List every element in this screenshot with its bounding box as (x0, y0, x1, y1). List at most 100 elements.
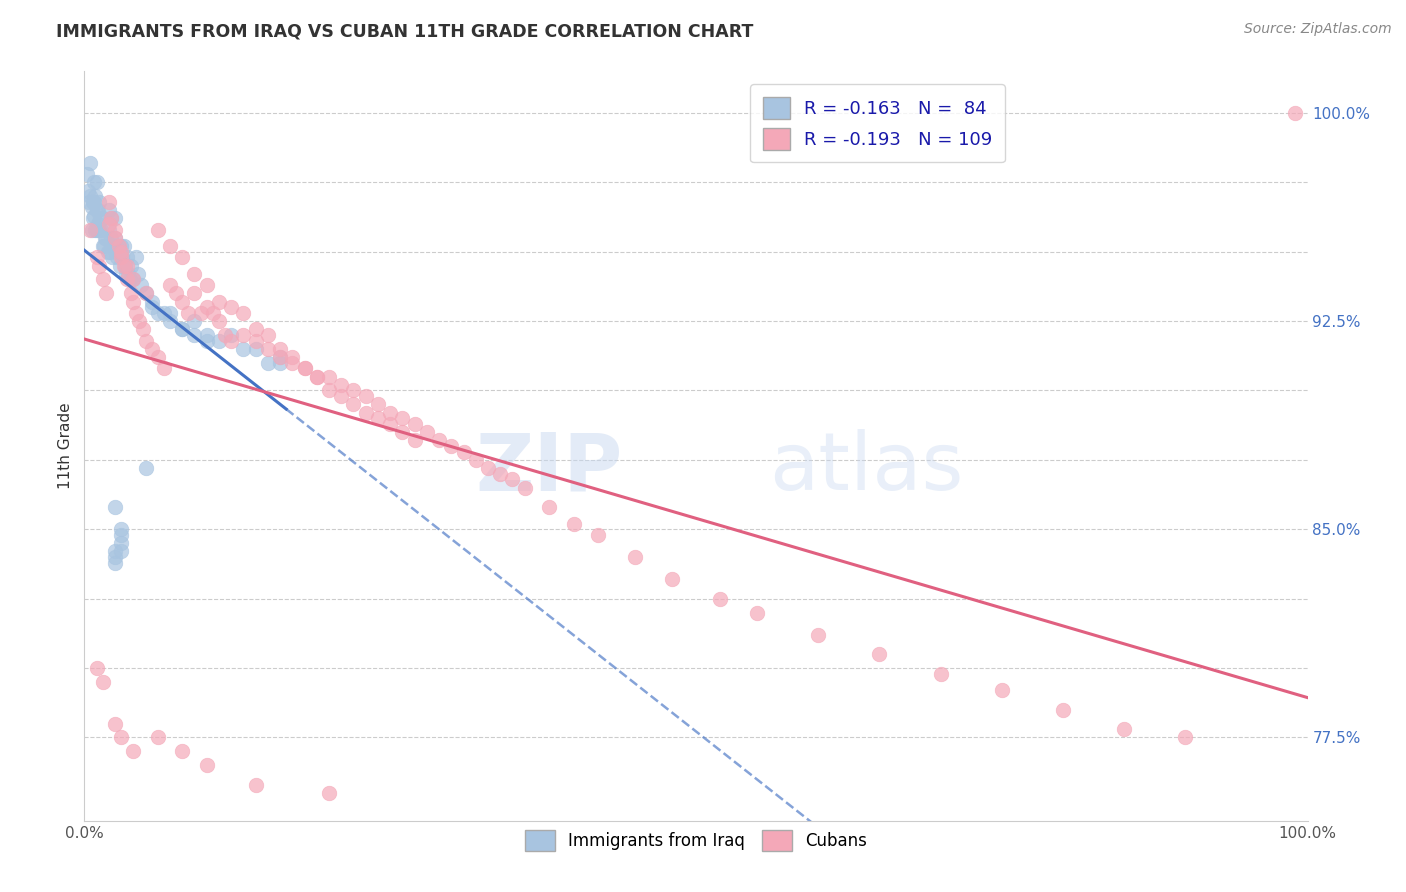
Point (1114, 722, 1136, 736)
Point (110, 731, 132, 745)
Point (404, 434, 426, 448)
Point (90, 222, 112, 236)
Point (440, 439, 463, 453)
Point (87, 194, 110, 209)
Point (929, 666, 952, 681)
Point (183, 286, 205, 301)
Point (159, 306, 181, 320)
Point (97, 244, 120, 259)
Point (146, 350, 169, 364)
Point (83, 194, 105, 209)
Point (172, 744, 194, 758)
Point (183, 314, 205, 328)
Point (84, 189, 107, 203)
Point (120, 286, 142, 301)
Point (86, 175, 108, 189)
Point (79, 156, 101, 170)
Point (104, 556, 127, 570)
Point (97, 217, 120, 231)
Point (83, 209, 105, 223)
Point (91, 211, 114, 226)
Point (991, 683, 1014, 698)
Point (269, 350, 291, 364)
Point (135, 461, 157, 475)
Legend: Immigrants from Iraq, Cubans: Immigrants from Iraq, Cubans (519, 823, 873, 857)
Point (195, 278, 218, 293)
Point (87, 259, 110, 273)
Point (380, 417, 402, 431)
Point (104, 222, 127, 236)
Point (214, 328, 236, 343)
Point (89, 211, 111, 226)
Point (141, 342, 163, 356)
Point (391, 411, 413, 425)
Point (98, 244, 121, 259)
Point (104, 231, 127, 245)
Point (93, 239, 115, 253)
Point (232, 328, 254, 343)
Point (354, 406, 377, 420)
Point (257, 356, 280, 370)
Point (195, 328, 218, 343)
Point (128, 314, 150, 328)
Point (245, 322, 267, 336)
Point (513, 481, 536, 495)
Point (135, 286, 157, 301)
Point (172, 322, 194, 336)
Point (104, 549, 127, 564)
Point (427, 434, 450, 448)
Point (269, 350, 291, 364)
Point (146, 222, 169, 236)
Point (153, 361, 176, 376)
Point (84, 222, 107, 236)
Point (257, 328, 280, 343)
Point (97, 194, 120, 209)
Point (110, 522, 132, 536)
Point (127, 267, 149, 281)
Point (502, 472, 524, 486)
Point (869, 647, 891, 661)
Point (232, 306, 254, 320)
Point (1052, 703, 1074, 717)
Point (104, 231, 127, 245)
Point (111, 250, 134, 264)
Point (172, 250, 194, 264)
Point (257, 342, 280, 356)
Point (97, 222, 120, 236)
Point (107, 239, 129, 253)
Point (108, 259, 131, 273)
Point (195, 300, 218, 314)
Point (232, 342, 254, 356)
Point (82, 194, 104, 209)
Point (79, 222, 101, 236)
Point (153, 306, 176, 320)
Point (114, 259, 136, 273)
Point (107, 239, 129, 253)
Point (77, 184, 100, 198)
Point (159, 239, 181, 253)
Point (141, 294, 163, 309)
Point (104, 211, 127, 226)
Point (105, 244, 128, 259)
Point (122, 272, 145, 286)
Point (86, 203, 108, 218)
Point (91, 272, 114, 286)
Point (146, 306, 169, 320)
Point (94, 231, 117, 245)
Point (586, 528, 609, 542)
Point (87, 203, 110, 218)
Point (135, 334, 157, 348)
Point (80, 222, 103, 236)
Point (464, 453, 486, 467)
Point (367, 397, 389, 411)
Point (117, 267, 139, 281)
Point (110, 528, 132, 542)
Point (87, 217, 110, 231)
Point (294, 361, 316, 376)
Point (76, 167, 98, 181)
Point (112, 259, 135, 273)
Point (709, 591, 731, 606)
Point (96, 286, 118, 301)
Point (159, 314, 181, 328)
Point (159, 278, 181, 293)
